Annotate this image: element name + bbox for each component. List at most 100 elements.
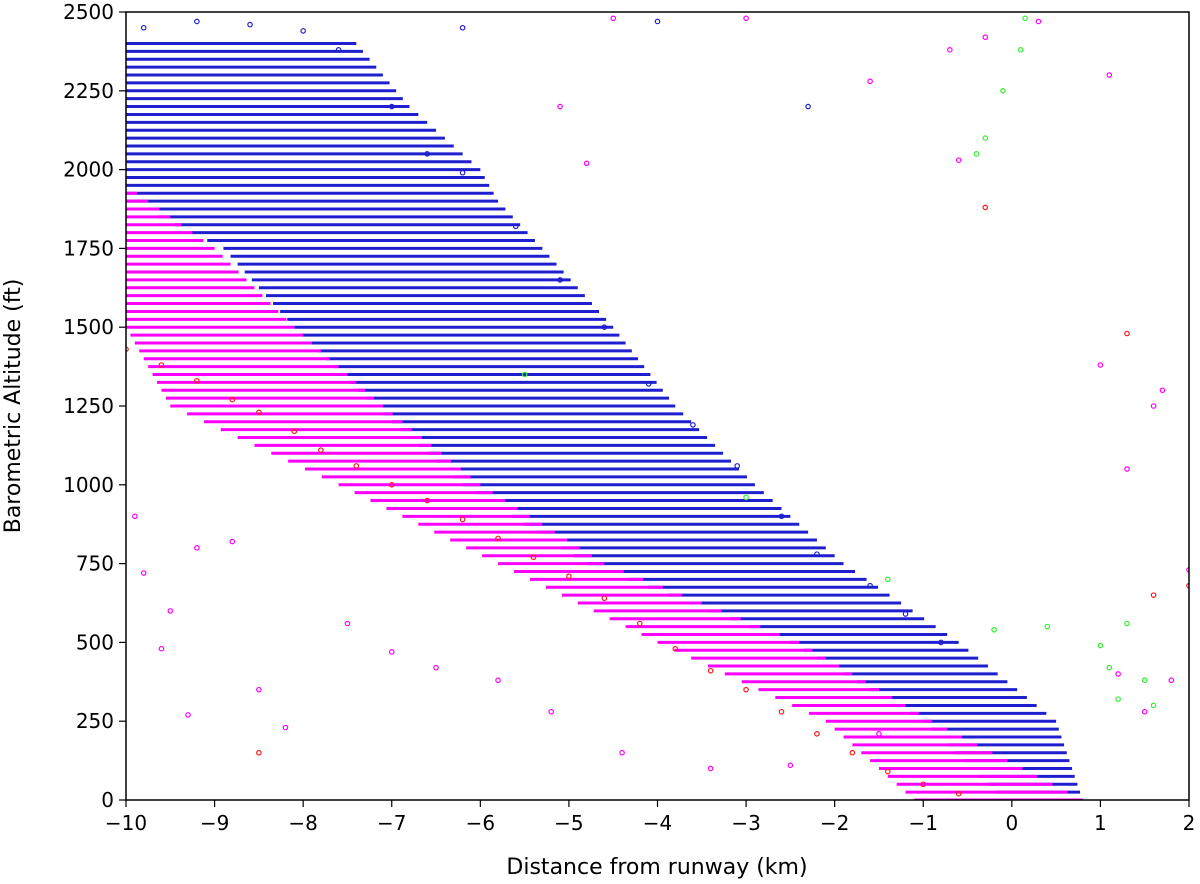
data-point	[194, 377, 200, 384]
data-point	[1106, 664, 1113, 671]
data-point	[229, 396, 236, 403]
x-tick-label: 2	[1183, 811, 1196, 835]
data-point	[1044, 623, 1051, 630]
data-point	[530, 554, 537, 561]
data-point	[140, 570, 147, 576]
x-tick-label: −6	[466, 811, 495, 835]
x-tick-label: −8	[288, 811, 317, 835]
data-point	[787, 762, 794, 769]
series-3	[521, 15, 1157, 709]
data-point	[557, 103, 563, 110]
data-point	[512, 223, 519, 230]
data-point	[388, 103, 395, 110]
x-tick-label: −1	[909, 811, 938, 835]
data-point	[982, 34, 989, 41]
y-tick-label: 1750	[63, 236, 114, 260]
data-point	[1159, 387, 1166, 394]
data-point	[849, 749, 856, 756]
data-point	[885, 576, 891, 583]
data-point	[140, 24, 147, 31]
data-point	[1186, 567, 1189, 573]
y-tick-label: 1500	[63, 315, 114, 339]
data-point	[557, 277, 563, 283]
x-tick-label: −9	[200, 811, 229, 835]
data-point	[867, 582, 873, 589]
data-point	[185, 712, 191, 718]
data-point	[521, 371, 528, 378]
data-point	[743, 15, 749, 22]
data-point	[1000, 88, 1006, 94]
y-tick-label: 2500	[63, 0, 114, 24]
y-tick-label: 1250	[63, 394, 114, 418]
data-point	[1124, 330, 1130, 337]
data-point	[778, 513, 785, 520]
data-point	[495, 677, 501, 684]
x-tick-label: 0	[1005, 811, 1018, 835]
data-point	[778, 708, 785, 715]
data-point	[672, 645, 679, 652]
data-point	[1097, 362, 1104, 368]
data-point	[344, 620, 351, 627]
data-point	[300, 28, 306, 34]
data-point	[194, 18, 200, 25]
data-point	[955, 157, 962, 163]
data-point	[973, 151, 980, 157]
data-point	[256, 686, 262, 693]
data-point	[876, 731, 882, 737]
data-point	[707, 765, 714, 772]
data-point	[1150, 403, 1157, 409]
data-point	[1124, 466, 1130, 472]
data-point	[424, 497, 430, 504]
data-point	[734, 463, 741, 469]
x-tick-label: −7	[377, 811, 406, 835]
data-point	[1106, 72, 1113, 78]
y-tick-label: 0	[101, 788, 114, 812]
data-point	[1150, 702, 1157, 709]
data-point	[814, 551, 820, 557]
data-point	[947, 47, 953, 53]
data-point	[1022, 15, 1028, 22]
x-axis-label: Distance from runway (km)	[506, 855, 807, 880]
data-point	[902, 611, 909, 617]
data-point	[229, 538, 236, 545]
data-point	[601, 595, 608, 602]
data-point	[1141, 708, 1148, 715]
data-point	[1186, 582, 1189, 589]
data-point	[194, 545, 200, 551]
y-axis-label: Barometric Altitude (ft)	[1, 279, 26, 534]
data-point	[282, 724, 289, 731]
data-point	[566, 573, 572, 580]
data-point	[805, 103, 811, 110]
data-point	[743, 494, 749, 501]
data-point	[388, 649, 395, 655]
data-point	[636, 620, 643, 627]
data-point	[459, 169, 466, 176]
data-point	[955, 790, 962, 797]
data-point	[601, 324, 608, 331]
data-point	[1115, 671, 1121, 677]
data-point	[1097, 642, 1104, 649]
x-axis: −10 −9 −8 −7 −6 −5 −4 −3 −2 −1 0 1 2	[105, 800, 1195, 835]
data-point	[1141, 677, 1148, 684]
y-axis: 0 250 500 750 1000 1250 1500 1750 2000 2250 2500	[63, 0, 126, 812]
data-point	[619, 749, 625, 756]
data-point	[690, 422, 696, 428]
data-point	[495, 535, 501, 542]
data-point	[885, 768, 891, 775]
data-point	[353, 463, 360, 469]
data-point	[1124, 620, 1130, 627]
data-point	[548, 708, 555, 715]
data-point	[982, 135, 989, 141]
data-point	[583, 160, 590, 167]
data-point	[1035, 18, 1042, 25]
data-point	[318, 447, 324, 453]
data-point	[920, 781, 927, 788]
x-tick-label: −5	[554, 811, 583, 835]
data-point	[158, 645, 165, 652]
y-tick-label: 250	[76, 709, 114, 733]
data-point	[645, 381, 652, 387]
series-2	[126, 204, 1189, 797]
data-point	[991, 626, 997, 633]
data-point	[158, 362, 165, 368]
